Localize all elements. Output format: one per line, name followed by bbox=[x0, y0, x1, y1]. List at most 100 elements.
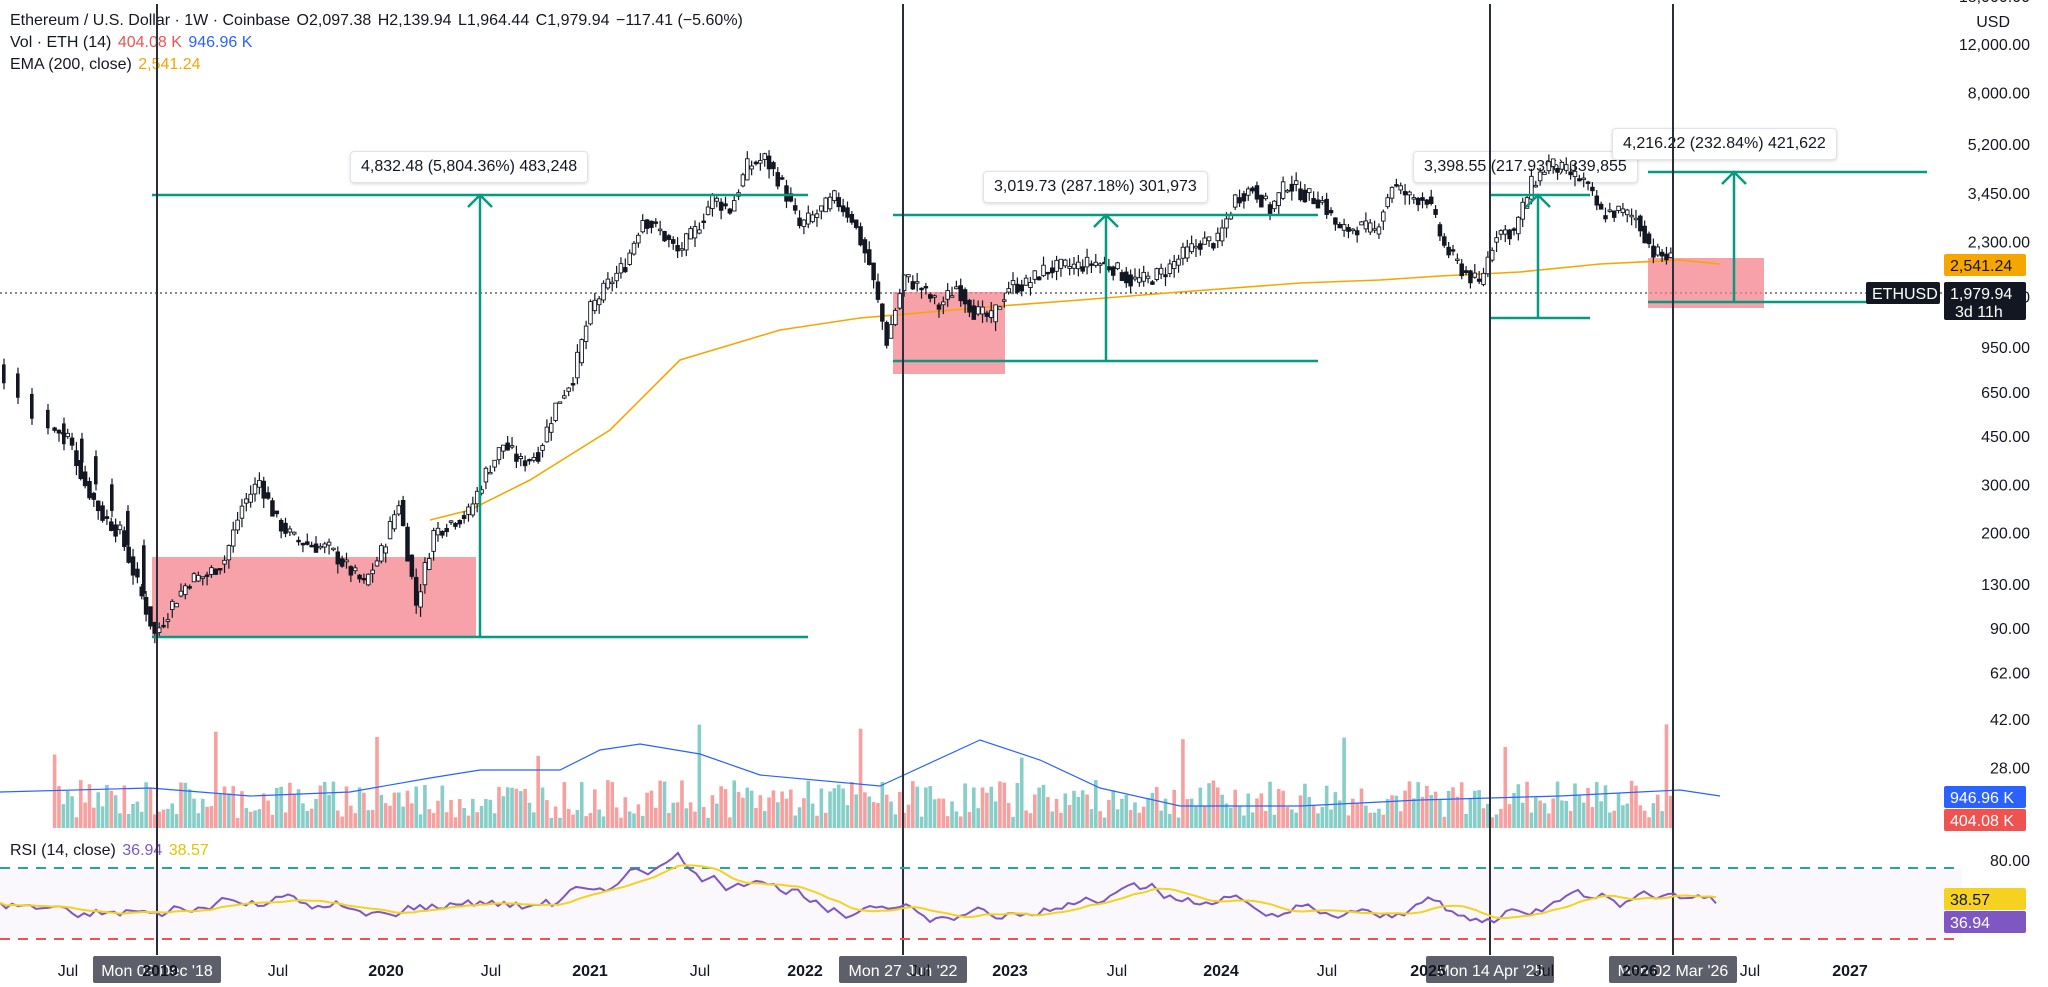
volume-bar bbox=[1281, 790, 1285, 828]
candle-body bbox=[1442, 236, 1447, 246]
candle-body bbox=[945, 290, 950, 300]
volume-bar bbox=[1111, 790, 1116, 828]
price-tick-label: 8,000.00 bbox=[1968, 86, 2030, 103]
volume-bar bbox=[1385, 799, 1390, 828]
volume-bar bbox=[1468, 798, 1473, 828]
volume-bar bbox=[880, 781, 885, 828]
candle-body bbox=[614, 272, 619, 282]
volume-bar bbox=[1250, 812, 1255, 828]
candle-body bbox=[1389, 186, 1395, 199]
candle-body bbox=[784, 185, 789, 202]
candle-body bbox=[352, 567, 358, 572]
volume-bar bbox=[440, 785, 445, 828]
time-tick-label: Jul bbox=[690, 963, 710, 980]
candle-body bbox=[46, 409, 50, 429]
candle-body bbox=[1076, 261, 1081, 270]
volume-bar bbox=[1359, 788, 1364, 828]
candle-body bbox=[1193, 245, 1199, 249]
candle-body bbox=[1280, 181, 1286, 199]
volume-bar bbox=[928, 786, 933, 828]
volume-bar bbox=[640, 815, 645, 828]
rsi-header: RSI (14, close) 36.94 38.57 bbox=[10, 842, 211, 860]
measurement-label-2[interactable]: 3,019.73 (287.18%) 301,973 bbox=[983, 171, 1208, 203]
candle-body bbox=[370, 569, 375, 575]
candle-body bbox=[1472, 272, 1478, 278]
candle-body bbox=[1206, 236, 1212, 242]
candle-body bbox=[387, 521, 393, 540]
candle-body bbox=[875, 281, 881, 300]
candle-body bbox=[609, 281, 615, 285]
candle-body bbox=[178, 590, 184, 597]
candle-body bbox=[413, 576, 419, 606]
volume-bar bbox=[153, 814, 157, 828]
volume-bar bbox=[1516, 784, 1521, 828]
measurement-label-1[interactable]: 4,832.48 (5,804.36%) 483,248 bbox=[350, 151, 589, 183]
candle-body bbox=[871, 262, 876, 281]
volume-bar bbox=[113, 795, 118, 828]
price-tick-label: 18,000.00 bbox=[1959, 0, 2030, 6]
candle-body bbox=[222, 559, 227, 565]
volume-bar bbox=[166, 808, 170, 828]
volume-tag-1-bg bbox=[1944, 786, 2026, 808]
volume-bar bbox=[144, 782, 148, 828]
symbol-title[interactable]: Ethereum / U.S. Dollar · 1W · Coinbase bbox=[10, 12, 291, 29]
candle-body bbox=[1629, 214, 1634, 218]
volume-bar bbox=[754, 807, 758, 828]
candle-body bbox=[1315, 199, 1321, 209]
candle-body bbox=[897, 293, 903, 309]
candle-body bbox=[1446, 246, 1451, 256]
volume-bar bbox=[414, 786, 419, 828]
volume-bar bbox=[1477, 790, 1481, 828]
volume-bar bbox=[405, 790, 410, 828]
volume-bar bbox=[858, 728, 863, 828]
candle-body bbox=[984, 312, 990, 317]
volume-bar bbox=[588, 813, 593, 828]
volume-bar bbox=[292, 794, 297, 828]
candle-body bbox=[1494, 237, 1499, 243]
measure-3-arrow-head bbox=[1525, 193, 1551, 208]
candle-body bbox=[1354, 230, 1360, 236]
volume-bar bbox=[723, 789, 728, 828]
volume-bar bbox=[1573, 783, 1577, 828]
price-tick-label: 5,200.00 bbox=[1968, 137, 2030, 154]
candle-body bbox=[1163, 274, 1168, 278]
candle-body bbox=[753, 161, 759, 165]
volume-bar bbox=[566, 808, 571, 828]
candle-body bbox=[1298, 188, 1303, 201]
candle-body bbox=[1128, 274, 1133, 287]
currency-label[interactable]: USD bbox=[1976, 14, 2010, 31]
ema-label[interactable]: EMA (200, close) bbox=[10, 56, 132, 73]
candle-body bbox=[339, 558, 345, 567]
rsi-label[interactable]: RSI (14, close) bbox=[10, 842, 116, 859]
volume-bar bbox=[1394, 795, 1399, 828]
candle-body bbox=[1250, 187, 1255, 192]
volume-bar bbox=[871, 802, 876, 828]
volume-bar bbox=[1154, 786, 1159, 828]
volume-bar bbox=[714, 803, 719, 828]
candle-body bbox=[1032, 270, 1038, 280]
measurement-label-3[interactable]: 3,398.55 (217.93%) 339,855 bbox=[1413, 151, 1638, 183]
candle-body bbox=[453, 523, 458, 527]
candle-body bbox=[910, 281, 916, 290]
volume-bar bbox=[780, 791, 784, 828]
volume-bar bbox=[484, 799, 488, 828]
ema-header: EMA (200, close) 2,541.24 bbox=[10, 56, 203, 74]
candle-body bbox=[505, 442, 510, 451]
volume-label[interactable]: Vol · ETH (14) bbox=[10, 34, 112, 51]
candle-body bbox=[670, 239, 676, 244]
candle-body bbox=[1555, 167, 1560, 173]
candle-body bbox=[91, 492, 97, 500]
volume-bar bbox=[1032, 794, 1037, 828]
volume-bar bbox=[1076, 796, 1081, 828]
volume-bar bbox=[497, 786, 501, 828]
candle-body bbox=[431, 530, 436, 552]
candle-body bbox=[100, 505, 105, 521]
candle-body bbox=[287, 528, 293, 533]
candle-body bbox=[405, 526, 410, 562]
volume-bar bbox=[1237, 805, 1242, 828]
candle-body bbox=[418, 591, 423, 608]
time-tick-label: Jul bbox=[481, 963, 501, 980]
volume-bar bbox=[1499, 808, 1503, 828]
volume-bar bbox=[1024, 810, 1028, 828]
